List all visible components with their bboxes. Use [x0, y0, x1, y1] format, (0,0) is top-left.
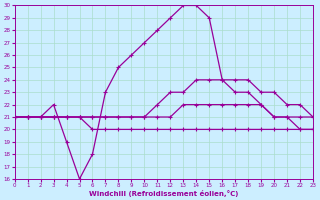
X-axis label: Windchill (Refroidissement éolien,°C): Windchill (Refroidissement éolien,°C) [89, 190, 238, 197]
